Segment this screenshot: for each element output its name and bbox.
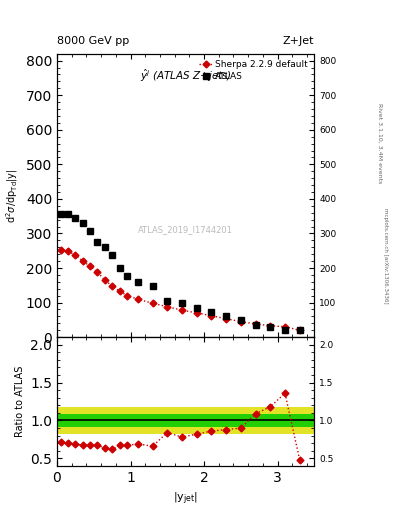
ATLAS bbox=[110, 252, 114, 258]
Sherpa 2.2.9 default bbox=[110, 283, 114, 289]
Sherpa 2.2.9 default bbox=[117, 288, 122, 294]
ATLAS bbox=[117, 265, 122, 271]
ATLAS bbox=[58, 211, 63, 218]
ATLAS bbox=[66, 211, 70, 218]
ATLAS bbox=[253, 322, 258, 328]
Line: ATLAS: ATLAS bbox=[57, 211, 303, 334]
Sherpa 2.2.9 default bbox=[103, 277, 107, 283]
Sherpa 2.2.9 default bbox=[209, 313, 214, 319]
Sherpa 2.2.9 default bbox=[136, 296, 140, 302]
Bar bbox=[57, 407, 314, 434]
ATLAS bbox=[209, 309, 214, 315]
Sherpa 2.2.9 default bbox=[81, 258, 85, 264]
Sherpa 2.2.9 default bbox=[58, 247, 63, 253]
Text: Z+Jet: Z+Jet bbox=[283, 36, 314, 46]
ATLAS bbox=[195, 305, 199, 311]
Sherpa 2.2.9 default bbox=[165, 304, 170, 310]
ATLAS bbox=[283, 327, 287, 333]
Y-axis label: Ratio to ATLAS: Ratio to ATLAS bbox=[15, 366, 25, 437]
Line: Sherpa 2.2.9 default: Sherpa 2.2.9 default bbox=[58, 247, 302, 333]
ATLAS bbox=[150, 283, 155, 289]
Sherpa 2.2.9 default bbox=[95, 269, 100, 275]
ATLAS bbox=[81, 220, 85, 226]
Text: Rivet 3.1.10, 3.4M events: Rivet 3.1.10, 3.4M events bbox=[377, 103, 382, 183]
Sherpa 2.2.9 default bbox=[73, 252, 78, 258]
Text: ATLAS_2019_I1744201: ATLAS_2019_I1744201 bbox=[138, 225, 233, 234]
ATLAS bbox=[125, 272, 129, 279]
Text: $\hat{y}^{j}$ (ATLAS Z+jets): $\hat{y}^{j}$ (ATLAS Z+jets) bbox=[140, 68, 231, 84]
Sherpa 2.2.9 default bbox=[239, 318, 243, 325]
Sherpa 2.2.9 default bbox=[224, 316, 228, 322]
ATLAS bbox=[103, 244, 107, 250]
ATLAS bbox=[88, 228, 92, 234]
Text: mcplots.cern.ch [arXiv:1306.3436]: mcplots.cern.ch [arXiv:1306.3436] bbox=[383, 208, 387, 304]
Sherpa 2.2.9 default bbox=[268, 323, 273, 329]
Sherpa 2.2.9 default bbox=[66, 248, 70, 254]
Sherpa 2.2.9 default bbox=[283, 324, 287, 330]
ATLAS bbox=[165, 298, 170, 304]
ATLAS bbox=[239, 317, 243, 323]
ATLAS bbox=[136, 279, 140, 285]
ATLAS bbox=[73, 215, 78, 221]
Legend: Sherpa 2.2.9 default, ATLAS: Sherpa 2.2.9 default, ATLAS bbox=[195, 56, 312, 84]
Sherpa 2.2.9 default bbox=[298, 327, 302, 333]
Sherpa 2.2.9 default bbox=[253, 321, 258, 327]
Bar bbox=[57, 414, 314, 426]
ATLAS bbox=[298, 327, 302, 333]
Sherpa 2.2.9 default bbox=[195, 310, 199, 316]
Sherpa 2.2.9 default bbox=[180, 307, 184, 313]
Sherpa 2.2.9 default bbox=[125, 292, 129, 298]
ATLAS bbox=[268, 325, 273, 331]
ATLAS bbox=[224, 313, 228, 319]
ATLAS bbox=[180, 300, 184, 306]
Text: 8000 GeV pp: 8000 GeV pp bbox=[57, 36, 129, 46]
Sherpa 2.2.9 default bbox=[88, 263, 92, 269]
Y-axis label: d$^2\sigma$/dp$_{\rm Td}$|y|: d$^2\sigma$/dp$_{\rm Td}$|y| bbox=[4, 168, 20, 223]
Sherpa 2.2.9 default bbox=[150, 300, 155, 306]
X-axis label: |y$_{\rm jet}$|: |y$_{\rm jet}$| bbox=[173, 490, 198, 507]
ATLAS bbox=[95, 239, 100, 245]
